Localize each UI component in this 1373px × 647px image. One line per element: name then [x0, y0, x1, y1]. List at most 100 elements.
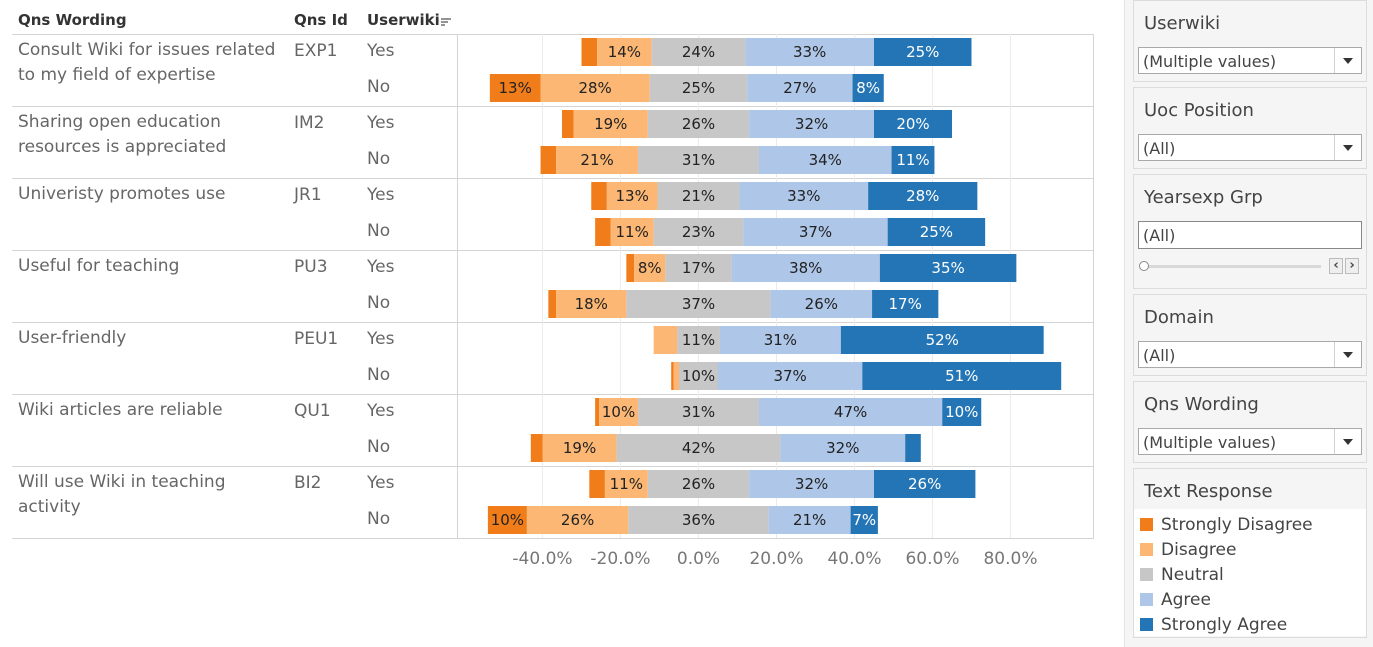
bar-segment-neutral[interactable] [638, 398, 759, 426]
userwiki-value[interactable]: No [367, 437, 391, 457]
userwiki-value[interactable]: Yes [367, 41, 395, 61]
legend-item[interactable]: Neutral [1140, 565, 1224, 585]
question-id[interactable]: BI2 [294, 473, 322, 493]
bar-segment-neutral[interactable] [649, 74, 748, 102]
legend-item[interactable]: Agree [1140, 590, 1211, 610]
bar-segment-neutral[interactable] [651, 38, 746, 66]
bar-segment-neutral[interactable] [626, 290, 771, 318]
bar-segment-agree[interactable] [743, 218, 888, 246]
bar-segment-neutral[interactable] [657, 182, 740, 210]
bar-segment-neutral[interactable] [647, 470, 750, 498]
userwiki-value[interactable]: No [367, 77, 391, 97]
bar-segment-strongly-agree[interactable] [879, 254, 1017, 282]
bar-segment-agree[interactable] [731, 254, 880, 282]
question-id[interactable]: JR1 [294, 185, 322, 205]
bar-segment-neutral[interactable] [665, 254, 732, 282]
userwiki-value[interactable]: No [367, 509, 391, 529]
sort-icon[interactable] [440, 16, 451, 26]
bar-segment-disagree[interactable] [653, 326, 678, 354]
bar-segment-disagree[interactable] [599, 398, 639, 426]
filter-dropdown[interactable]: (Multiple values) [1138, 428, 1362, 455]
userwiki-value[interactable]: No [367, 365, 391, 385]
userwiki-value[interactable]: Yes [367, 113, 395, 133]
question-wording[interactable]: Univeristy promotes use [18, 184, 226, 204]
bar-segment-strongly-disagree[interactable] [671, 362, 674, 390]
userwiki-value[interactable]: No [367, 221, 391, 241]
bar-segment-agree[interactable] [747, 74, 853, 102]
userwiki-value[interactable]: No [367, 149, 391, 169]
bar-segment-strongly-agree[interactable] [887, 218, 986, 246]
bar-segment-disagree[interactable] [610, 218, 654, 246]
question-id[interactable]: IM2 [294, 113, 325, 133]
bar-segment-agree[interactable] [758, 146, 892, 174]
bar-segment-strongly-agree[interactable] [905, 434, 921, 462]
bar-segment-agree[interactable] [739, 182, 869, 210]
bar-segment-strongly-disagree[interactable] [595, 398, 600, 426]
filter-dropdown[interactable]: (All) [1138, 341, 1362, 368]
bar-segment-agree[interactable] [719, 326, 841, 354]
bar-segment-strongly-disagree[interactable] [540, 146, 557, 174]
bar-segment-disagree[interactable] [597, 38, 652, 66]
bar-segment-neutral[interactable] [679, 362, 718, 390]
chevron-down-icon[interactable] [1334, 342, 1361, 367]
filter-dropdown[interactable]: (Multiple values) [1138, 47, 1362, 74]
chevron-down-icon[interactable] [1334, 135, 1361, 160]
bar-segment-strongly-disagree[interactable] [581, 38, 598, 66]
bar-segment-strongly-disagree[interactable] [589, 470, 605, 498]
question-wording[interactable]: User-friendly [18, 328, 127, 348]
bar-segment-agree[interactable] [768, 506, 851, 534]
bar-segment-strongly-disagree[interactable] [530, 434, 543, 462]
bar-segment-strongly-agree[interactable] [868, 182, 978, 210]
bar-segment-strongly-disagree[interactable] [489, 74, 541, 102]
bar-segment-disagree[interactable] [604, 470, 648, 498]
userwiki-value[interactable]: Yes [367, 257, 395, 277]
bar-segment-strongly-agree[interactable] [872, 290, 939, 318]
bar-segment-strongly-disagree[interactable] [595, 218, 611, 246]
filter-dropdown[interactable]: (All) [1138, 134, 1362, 161]
bar-segment-disagree[interactable] [556, 146, 639, 174]
bar-segment-agree[interactable] [749, 470, 874, 498]
bar-segment-strongly-disagree[interactable] [487, 506, 527, 534]
userwiki-value[interactable]: Yes [367, 473, 395, 493]
chevron-right-icon[interactable]: › [1345, 258, 1359, 274]
bar-segment-disagree[interactable] [526, 506, 629, 534]
bar-segment-agree[interactable] [749, 110, 874, 138]
bar-segment-strongly-agree[interactable] [840, 326, 1044, 354]
userwiki-value[interactable]: Yes [367, 185, 395, 205]
question-wording[interactable]: Useful for teaching [18, 256, 180, 276]
bar-segment-disagree[interactable] [673, 362, 679, 390]
bar-segment-strongly-disagree[interactable] [626, 254, 635, 282]
bar-segment-strongly-agree[interactable] [874, 110, 952, 138]
bar-segment-neutral[interactable] [653, 218, 744, 246]
header-userwiki[interactable]: Userwiki [367, 11, 440, 29]
header-qns-wording[interactable]: Qns Wording [18, 11, 127, 29]
filter-text-input[interactable]: (All) [1138, 221, 1362, 249]
bar-segment-disagree[interactable] [540, 74, 650, 102]
bar-segment-strongly-agree[interactable] [874, 470, 976, 498]
bar-segment-agree[interactable] [745, 38, 874, 66]
range-slider-handle[interactable] [1139, 261, 1149, 271]
bar-segment-disagree[interactable] [556, 290, 627, 318]
bar-segment-strongly-agree[interactable] [850, 506, 878, 534]
bar-segment-strongly-disagree[interactable] [548, 290, 557, 318]
legend-item[interactable]: Strongly Agree [1140, 615, 1287, 635]
userwiki-value[interactable]: Yes [367, 329, 395, 349]
question-wording[interactable]: Wiki articles are reliable [18, 400, 223, 420]
question-id[interactable]: PU3 [294, 257, 328, 277]
chevron-left-icon[interactable]: ‹ [1329, 258, 1343, 274]
question-id[interactable]: PEU1 [294, 329, 339, 349]
bar-segment-strongly-agree[interactable] [942, 398, 982, 426]
header-qns-id[interactable]: Qns Id [294, 11, 348, 29]
question-id[interactable]: EXP1 [294, 41, 338, 61]
bar-segment-disagree[interactable] [606, 182, 658, 210]
question-wording[interactable]: Will use Wiki in teaching activity [18, 472, 226, 517]
bar-segment-neutral[interactable] [638, 146, 759, 174]
bar-segment-agree[interactable] [770, 290, 873, 318]
legend-item[interactable]: Strongly Disagree [1140, 515, 1313, 535]
question-wording[interactable]: Consult Wiki for issues related to my fi… [18, 40, 276, 85]
userwiki-value[interactable]: Yes [367, 401, 395, 421]
userwiki-value[interactable]: No [367, 293, 391, 313]
range-slider-track[interactable] [1143, 265, 1321, 268]
bar-segment-neutral[interactable] [647, 110, 750, 138]
legend-item[interactable]: Disagree [1140, 540, 1236, 560]
